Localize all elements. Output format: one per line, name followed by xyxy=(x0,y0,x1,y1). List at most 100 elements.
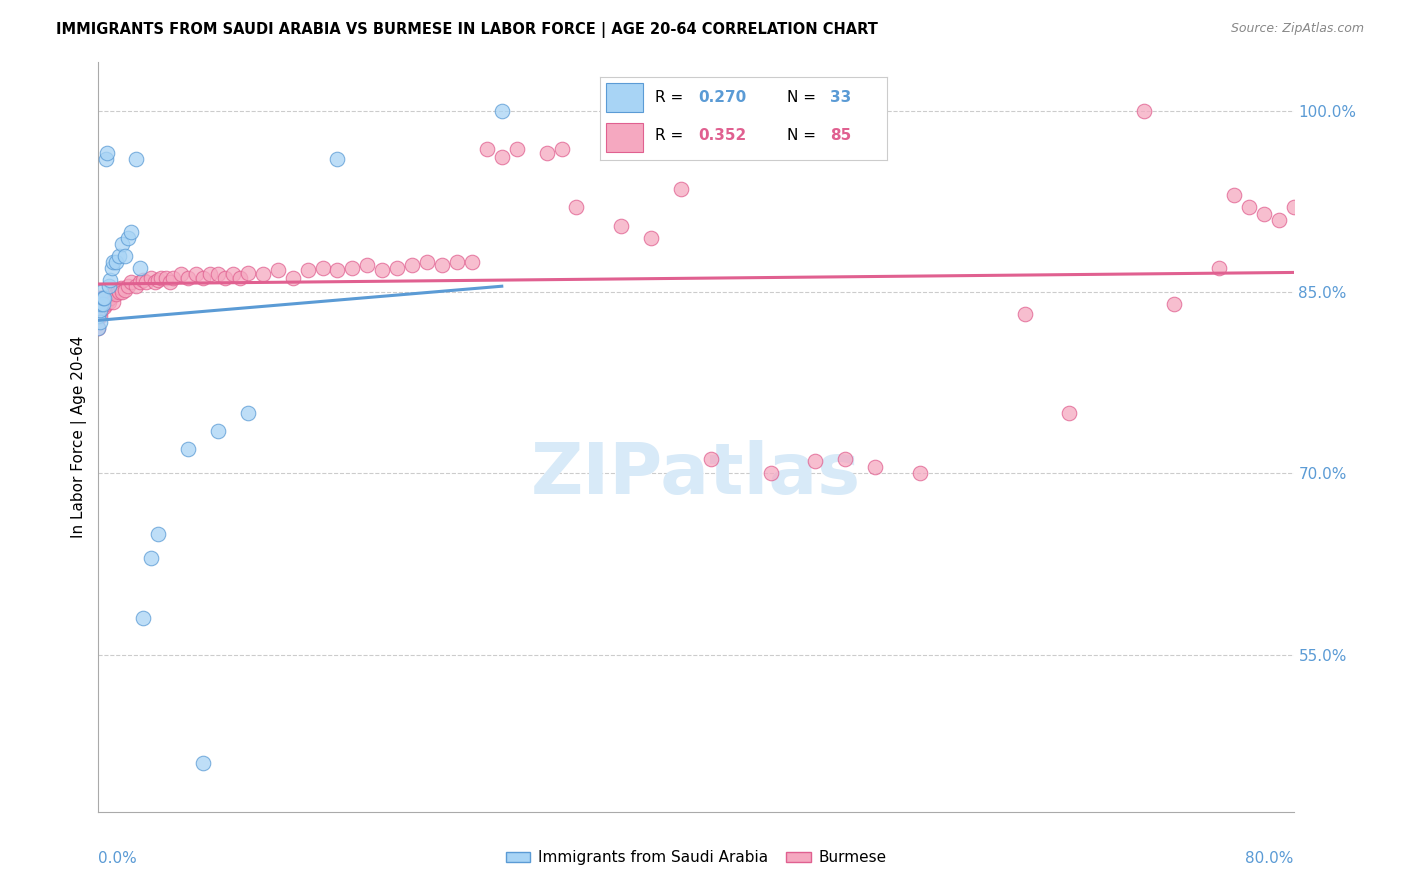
Point xyxy=(177,270,200,285)
Text: IMMIGRANTS FROM SAUDI ARABIA VS BURMESE IN LABOR FORCE | AGE 20-64 CORRELATION C: IMMIGRANTS FROM SAUDI ARABIA VS BURMESE … xyxy=(56,22,879,38)
Point xyxy=(87,297,110,311)
Point xyxy=(184,267,207,281)
Point xyxy=(371,263,394,277)
Point xyxy=(169,267,191,281)
Point xyxy=(475,143,498,157)
Point xyxy=(356,259,378,273)
Point xyxy=(101,287,124,301)
Point xyxy=(87,310,110,324)
Point xyxy=(385,260,409,275)
Point xyxy=(139,270,162,285)
Point xyxy=(90,291,112,305)
Point xyxy=(491,150,513,164)
Point xyxy=(281,270,304,285)
Point xyxy=(506,143,529,157)
Point xyxy=(94,297,117,311)
Point xyxy=(1267,212,1289,227)
Point xyxy=(108,285,131,299)
Point xyxy=(865,460,887,475)
Point xyxy=(120,276,142,290)
Point xyxy=(536,146,558,161)
Point xyxy=(267,263,290,277)
Point xyxy=(610,219,633,233)
Point xyxy=(252,267,274,281)
Point xyxy=(103,255,125,269)
Point xyxy=(89,315,111,329)
Point xyxy=(565,201,588,215)
Point xyxy=(89,303,111,318)
Point xyxy=(297,263,319,277)
Point xyxy=(759,467,782,481)
Point xyxy=(139,550,162,565)
Point xyxy=(1014,307,1036,321)
Point xyxy=(326,263,349,277)
Point xyxy=(90,297,112,311)
Point xyxy=(104,285,127,299)
Point xyxy=(446,255,468,269)
Point xyxy=(416,255,439,269)
Point xyxy=(89,291,111,305)
Point xyxy=(342,260,364,275)
Point xyxy=(105,287,128,301)
Point xyxy=(132,611,155,625)
Point xyxy=(105,255,128,269)
Point xyxy=(162,270,184,285)
Point xyxy=(96,293,118,308)
Point xyxy=(125,279,148,293)
Point xyxy=(430,259,453,273)
Text: ZIPatlas: ZIPatlas xyxy=(531,440,860,509)
Point xyxy=(91,297,114,311)
Point xyxy=(117,279,139,293)
Point xyxy=(669,182,692,196)
Point xyxy=(111,285,134,299)
Point xyxy=(1223,188,1246,202)
Point xyxy=(550,143,572,157)
Point xyxy=(461,255,484,269)
Point xyxy=(222,267,245,281)
Point xyxy=(236,266,259,280)
Point xyxy=(191,270,214,285)
Point xyxy=(89,310,111,324)
Point xyxy=(114,249,136,263)
Point xyxy=(177,442,200,457)
Point xyxy=(229,270,252,285)
Point xyxy=(401,259,423,273)
Text: 80.0%: 80.0% xyxy=(1246,851,1294,865)
Point xyxy=(1208,260,1230,275)
Point xyxy=(908,467,931,481)
Text: 0.0%: 0.0% xyxy=(98,851,138,865)
Point xyxy=(1059,406,1081,420)
Point xyxy=(1282,201,1305,215)
Point xyxy=(207,267,229,281)
Point xyxy=(90,303,112,318)
Point xyxy=(91,291,114,305)
Point xyxy=(135,276,157,290)
Point xyxy=(191,756,214,771)
Point xyxy=(108,249,131,263)
Point xyxy=(91,297,114,311)
Point xyxy=(114,283,136,297)
Point xyxy=(148,526,170,541)
Point xyxy=(311,260,333,275)
Point xyxy=(200,267,222,281)
Point xyxy=(804,454,827,468)
Point xyxy=(98,273,122,287)
Point xyxy=(1253,206,1275,220)
Point xyxy=(214,270,236,285)
Point xyxy=(91,291,114,305)
Point xyxy=(98,291,122,305)
Point xyxy=(87,297,110,311)
Point xyxy=(491,103,513,118)
Point xyxy=(125,152,148,166)
Point xyxy=(326,152,349,166)
Point xyxy=(93,291,115,305)
Point xyxy=(110,281,132,295)
Point xyxy=(87,321,110,335)
Point xyxy=(159,276,181,290)
Point xyxy=(700,451,723,466)
Point xyxy=(132,273,155,287)
Point xyxy=(94,152,117,166)
Point xyxy=(87,321,110,335)
Legend: Immigrants from Saudi Arabia, Burmese: Immigrants from Saudi Arabia, Burmese xyxy=(499,845,893,871)
Point xyxy=(90,285,112,299)
